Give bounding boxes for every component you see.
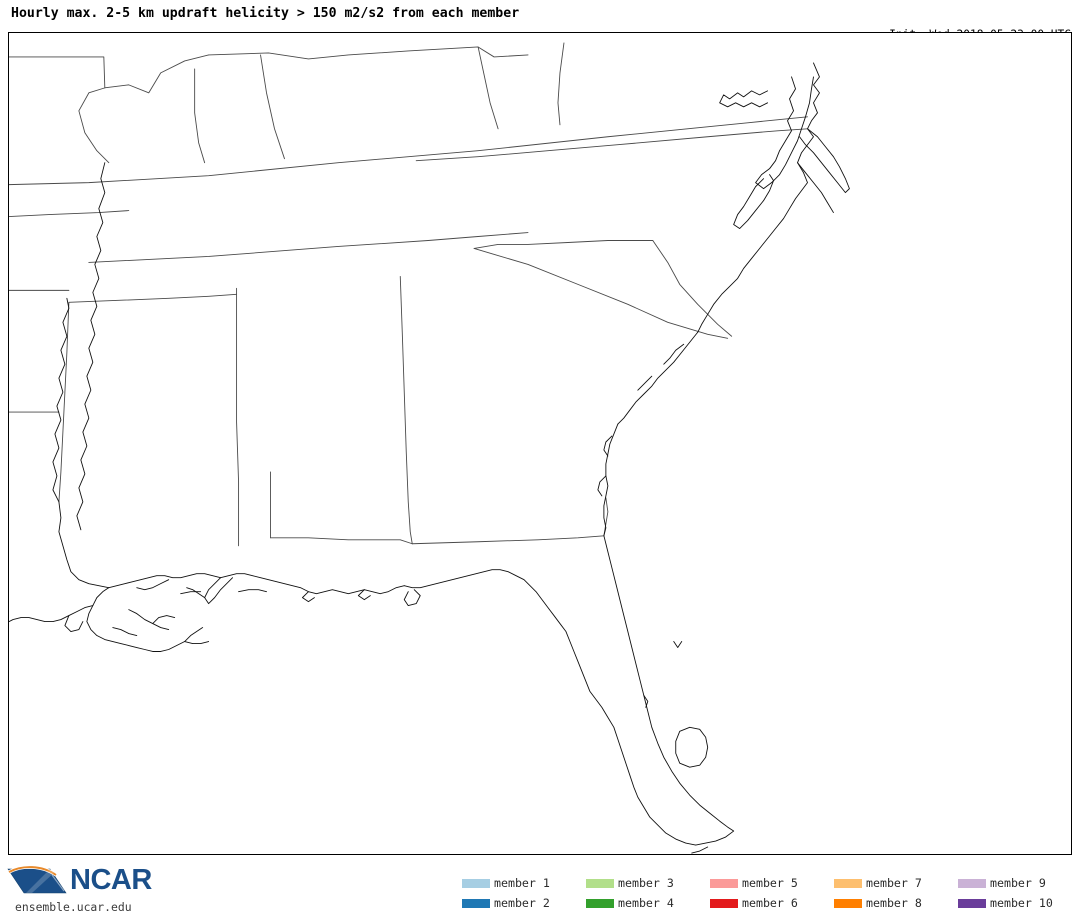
lakes-layer [675, 726, 709, 768]
ncar-wordmark: NCAR [70, 864, 152, 896]
legend-label: member 6 [742, 896, 798, 910]
legend-item-member-5[interactable]: member 5 [710, 873, 834, 893]
ncar-logo-mark [7, 865, 67, 894]
legend-label: member 4 [618, 896, 674, 910]
legend-label: member 10 [990, 896, 1053, 910]
legend-swatch-icon [834, 898, 862, 908]
legend-item-member-2[interactable]: member 2 [462, 893, 586, 913]
legend-swatch-icon [710, 898, 738, 908]
ensemble-url-label: ensemble.ucar.edu [15, 900, 132, 914]
page-title: Hourly max. 2-5 km updraft helicity > 15… [11, 6, 520, 21]
legend-label: member 8 [866, 896, 922, 910]
legend-swatch-icon [586, 898, 614, 908]
legend-label: member 5 [742, 876, 798, 890]
legend-label: member 7 [866, 876, 922, 890]
legend-item-member-1[interactable]: member 1 [462, 873, 586, 893]
legend-swatch-icon [710, 878, 738, 888]
legend-swatch-icon [462, 898, 490, 908]
legend-swatch-icon [834, 878, 862, 888]
map-svg [9, 42, 850, 854]
state-borders-layer [9, 42, 808, 547]
legend-item-member-7[interactable]: member 7 [834, 873, 958, 893]
legend-swatch-icon [958, 878, 986, 888]
ncar-logo[interactable]: NCAR ensemble.ucar.edu [6, 863, 196, 914]
legend-label: member 3 [618, 876, 674, 890]
plot-header: Hourly max. 2-5 km updraft helicity > 15… [0, 0, 1080, 80]
legend-item-member-9[interactable]: member 9 [958, 873, 1080, 893]
legend-item-member-6[interactable]: member 6 [710, 893, 834, 913]
member-legend: member 1 member 2 member 3 member 4 memb… [462, 873, 1080, 913]
map-panel [8, 32, 1072, 855]
legend-label: member 1 [494, 876, 550, 890]
legend-label: member 9 [990, 876, 1046, 890]
coastline-layer [9, 62, 850, 854]
plot-footer: NCAR ensemble.ucar.edu member 1 member 2… [0, 858, 1080, 915]
legend-item-member-10[interactable]: member 10 [958, 893, 1080, 913]
legend-swatch-icon [586, 878, 614, 888]
legend-item-member-3[interactable]: member 3 [586, 873, 710, 893]
legend-swatch-icon [462, 878, 490, 888]
legend-swatch-icon [958, 898, 986, 908]
legend-item-member-8[interactable]: member 8 [834, 893, 958, 913]
legend-item-member-4[interactable]: member 4 [586, 893, 710, 913]
legend-label: member 2 [494, 896, 550, 910]
